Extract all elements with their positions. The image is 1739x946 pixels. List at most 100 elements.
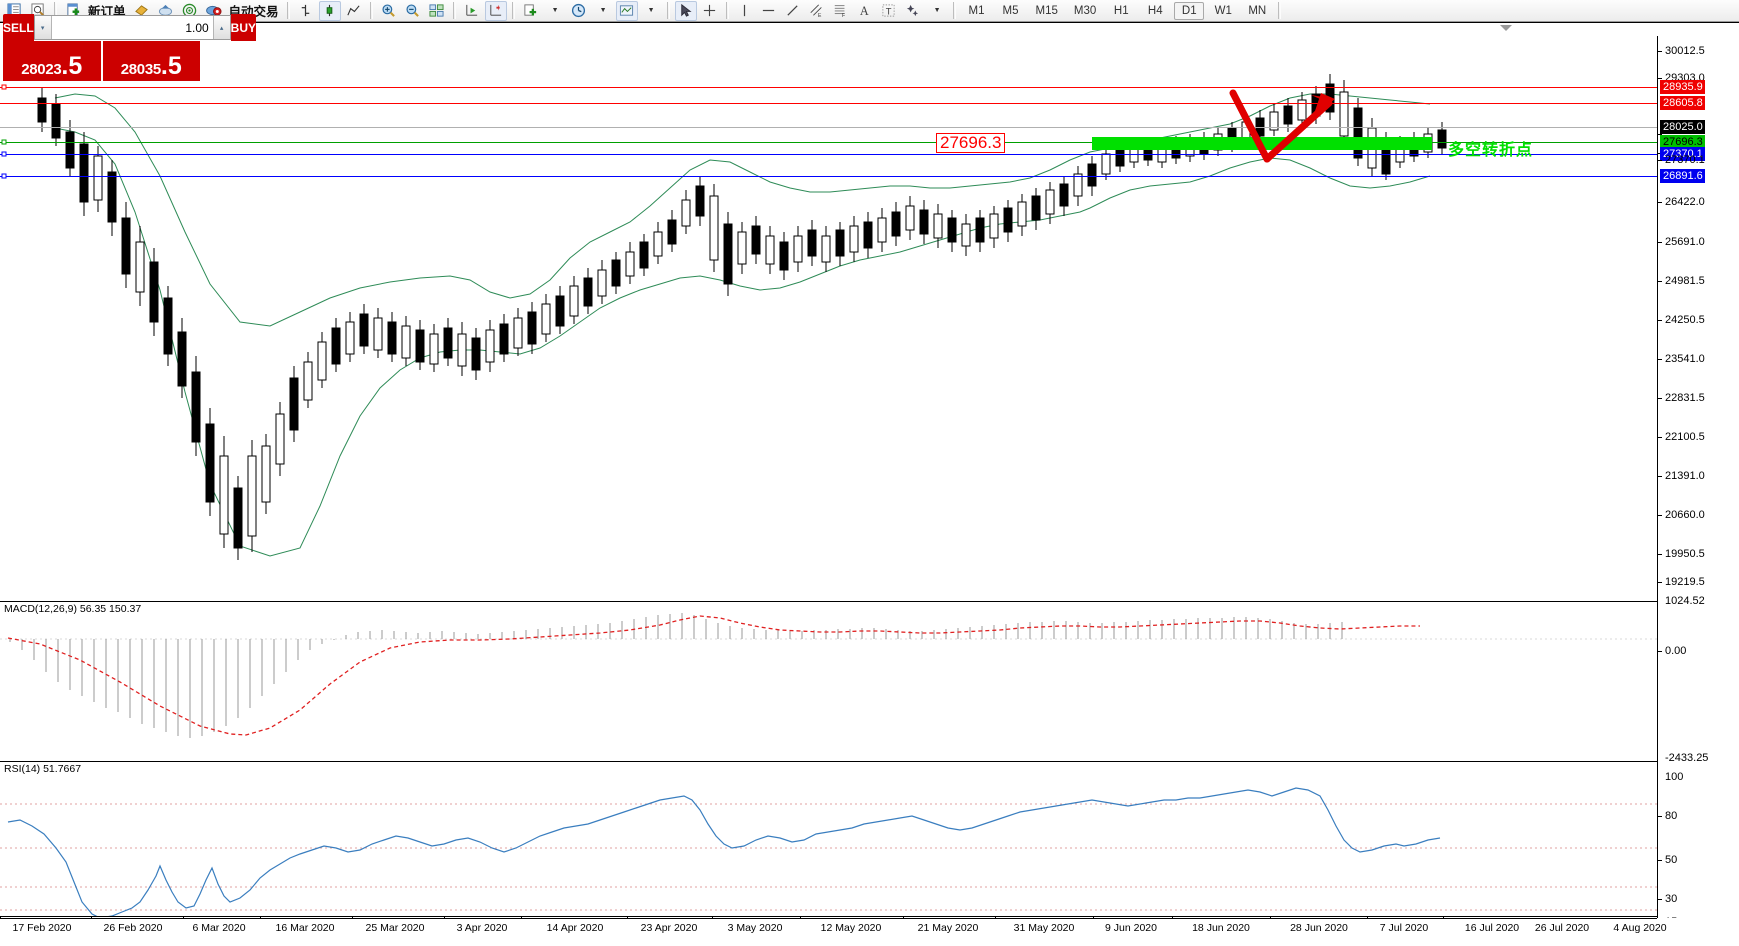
price-tag-support-1[interactable]: 27370.1 — [1660, 147, 1705, 161]
volume-stepper[interactable]: ▾ ▴ — [33, 15, 231, 40]
price-tag-support-2[interactable]: 26891.6 — [1660, 169, 1705, 183]
rsi-tick: 30 — [1665, 893, 1678, 905]
timeframe-h1[interactable]: H1 — [1113, 4, 1129, 17]
resistance-line-28605[interactable] — [0, 103, 1657, 104]
candlestick-chart-icon[interactable] — [318, 0, 341, 21]
timeframe-m5[interactable]: M5 — [1002, 4, 1019, 17]
date-tick: 17 Feb 2020 — [12, 922, 72, 934]
sell-button[interactable]: SELL — [3, 14, 34, 41]
anchor-resistance-28935[interactable] — [1, 84, 7, 90]
toolbar-separator-7 — [725, 2, 729, 19]
date-tick: 4 Aug 2020 — [1613, 922, 1667, 934]
last-price-line — [0, 127, 1657, 128]
sell-price-quote[interactable]: 28023 .5 — [3, 41, 101, 81]
symbol-info-bar: ▲ DJ30- Daily 28008.0 28241.0 27930.0 28… — [0, 23, 1739, 36]
toolbar-separator-9 — [1278, 2, 1282, 19]
support-line-27696[interactable] — [0, 142, 1657, 143]
chart-shift-icon[interactable] — [484, 0, 507, 21]
signals-icon[interactable] — [179, 1, 201, 21]
periods-chevron-down-icon[interactable]: ▼ — [599, 7, 607, 14]
trendline-icon[interactable] — [782, 1, 804, 21]
autotrading-icon[interactable] — [203, 1, 225, 21]
buy-button[interactable]: BUY — [230, 14, 257, 41]
date-axis-extension: 17 Feb 2020 26 Feb 2020 6 Mar 2020 16 Ma… — [0, 918, 1739, 946]
price-tag-support-green[interactable]: 27696.3 — [1660, 135, 1705, 149]
chart-shift-marker-icon[interactable] — [1500, 25, 1512, 31]
price-tick: 23541.0 — [1665, 353, 1705, 365]
anchor-support-26891[interactable] — [1, 173, 7, 179]
volume-increase-icon[interactable]: ▴ — [212, 16, 230, 39]
objects-icon[interactable] — [902, 1, 924, 21]
equidistant-channel-icon[interactable]: E — [806, 1, 828, 21]
fibonacci-icon[interactable]: F — [830, 1, 852, 21]
macd-chart-svg — [0, 613, 1657, 738]
objects-chevron-down-icon[interactable]: ▼ — [933, 7, 941, 14]
date-tick: 16 Jul 2020 — [1464, 922, 1520, 934]
svg-text:A: A — [860, 4, 869, 18]
volume-decrease-icon[interactable]: ▾ — [34, 16, 52, 39]
anchor-support-27370[interactable] — [1, 151, 7, 157]
crosshair-icon[interactable] — [699, 1, 721, 21]
text-icon[interactable]: A — [854, 1, 876, 21]
horizontal-line-icon[interactable] — [758, 1, 780, 21]
timeframe-d1[interactable]: D1 — [1174, 1, 1205, 20]
bollinger-upper-band — [54, 93, 1431, 327]
macd-pane[interactable]: MACD(12,26,9) 56.35 150.37 — [0, 601, 1657, 761]
timeframe-m30[interactable]: M30 — [1073, 4, 1097, 17]
timeframe-w1[interactable]: W1 — [1214, 4, 1232, 17]
cursor-icon[interactable] — [674, 0, 697, 21]
svg-text:F: F — [842, 13, 846, 18]
bollinger-lower-band — [54, 127, 1431, 557]
auto-scroll-icon[interactable] — [461, 1, 483, 21]
resistance-line-28935[interactable] — [0, 87, 1657, 88]
macd-signal-line — [7, 615, 1420, 736]
zoom-in-icon[interactable] — [378, 1, 400, 21]
date-tick: 9 Jun 2020 — [1105, 922, 1157, 934]
price-tag-resistance-2[interactable]: 28605.8 — [1660, 96, 1705, 110]
bar-chart-icon[interactable] — [295, 1, 317, 21]
zoom-out-icon[interactable] — [402, 1, 424, 21]
price-scale[interactable]: 30012.5 29303.0 27131.5 26422.0 25691.0 … — [1657, 36, 1739, 939]
timeframe-mn[interactable]: MN — [1248, 4, 1267, 17]
date-tick: 26 Feb 2020 — [103, 922, 163, 934]
support-line-27370[interactable] — [0, 154, 1657, 155]
date-tick: 7 Jul 2020 — [1379, 922, 1429, 934]
support-price-label[interactable]: 27696.3 — [936, 133, 1006, 153]
price-tick: 30012.5 — [1665, 45, 1705, 57]
vertical-line-icon[interactable] — [734, 1, 756, 21]
turning-point-note: 多空转折点 — [1448, 142, 1534, 159]
timeframe-h4[interactable]: H4 — [1147, 4, 1163, 17]
indicators-icon[interactable] — [520, 1, 542, 21]
volume-input[interactable] — [51, 19, 213, 36]
one-click-trading-panel[interactable]: SELL ▾ ▴ BUY 28023 .5 28035 .5 — [3, 14, 257, 81]
tile-windows-icon[interactable] — [426, 1, 448, 21]
price-tick: 24250.5 — [1665, 314, 1705, 326]
price-tag-last[interactable]: 28025.0 — [1660, 120, 1705, 134]
market-watch-icon[interactable] — [3, 1, 25, 21]
reversal-arrow-annotation[interactable] — [1225, 81, 1445, 181]
price-pane[interactable]: 27696.3 多空转折点 — [0, 25, 1657, 601]
support-line-26891[interactable] — [0, 176, 1657, 177]
date-tick: 28 Jun 2020 — [1290, 922, 1348, 934]
periods-icon[interactable] — [568, 1, 590, 21]
anchor-support-27696[interactable] — [1, 139, 7, 145]
rsi-pane[interactable]: RSI(14) 51.7667 — [0, 761, 1657, 939]
buy-price-main: 28035 — [120, 61, 162, 78]
templates-chevron-down-icon[interactable]: ▼ — [647, 7, 655, 14]
buy-price-quote[interactable]: 28035 .5 — [102, 41, 200, 81]
toolbar-separator-6 — [666, 2, 670, 19]
price-tag-resistance-1[interactable]: 28935.9 — [1660, 80, 1705, 94]
line-chart-icon[interactable] — [343, 1, 365, 21]
text-label-icon[interactable]: T — [878, 1, 900, 21]
rsi-chart-svg — [0, 787, 1657, 919]
chart-window: ▲ DJ30- Daily 28008.0 28241.0 27930.0 28… — [0, 22, 1739, 946]
macd-histogram — [9, 613, 1343, 738]
expert-advisor-icon[interactable] — [131, 1, 153, 21]
price-tick: 19219.5 — [1665, 576, 1705, 588]
indicators-chevron-down-icon[interactable]: ▼ — [551, 7, 559, 14]
timeframe-m1[interactable]: M1 — [968, 4, 985, 17]
date-tick: 26 Jul 2020 — [1534, 922, 1590, 934]
main-toolbar: 新订单 自动交易 — [0, 0, 1739, 22]
templates-icon[interactable] — [615, 0, 638, 21]
timeframe-m15[interactable]: M15 — [1035, 4, 1058, 17]
